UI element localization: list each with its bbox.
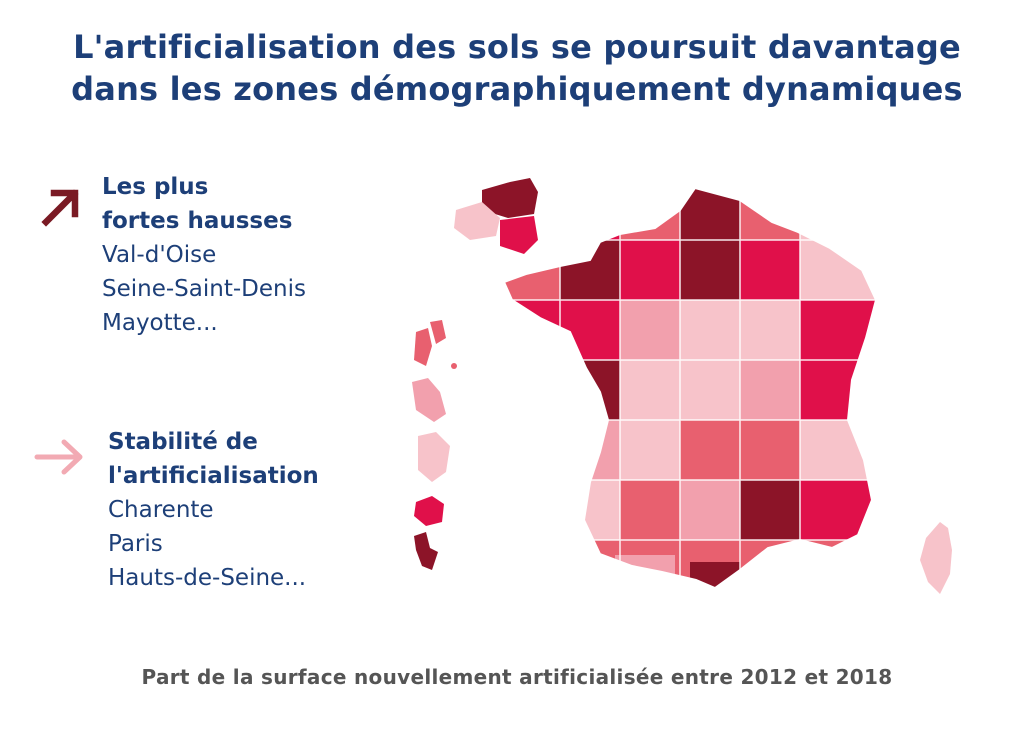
- legend-flat-item: Paris: [108, 531, 163, 557]
- legend-up-item: Seine-Saint-Denis: [102, 276, 306, 302]
- arrow-right-icon: [34, 439, 83, 475]
- legend-up-heading-2: fortes hausses: [102, 208, 293, 234]
- inset-saint-pierre-miquelon: [454, 178, 538, 254]
- arrow-up-right-icon: [41, 189, 79, 227]
- inset-overseas-territories: [412, 320, 457, 570]
- legend-up-item: Mayotte...: [102, 310, 218, 336]
- france-mainland: [504, 188, 876, 588]
- legend-up-heading-1: Les plus: [102, 174, 209, 200]
- choropleth-map: [412, 178, 952, 594]
- inset-corsica: [920, 522, 952, 594]
- legend-flat-item: Hauts-de-Seine...: [108, 565, 307, 591]
- legend-flat-heading-1: Stabilité de: [108, 429, 258, 455]
- title-line-2: dans les zones démographiquement dynamiq…: [71, 70, 963, 108]
- legend-flat-item: Charente: [108, 497, 214, 523]
- title-line-1: L'artificialisation des sols se poursuit…: [73, 28, 961, 66]
- page-title: L'artificialisation des sols se poursuit…: [0, 26, 1034, 110]
- map-caption: Part de la surface nouvellement artifici…: [141, 665, 893, 689]
- legend-flat-heading-2: l'artificialisation: [108, 463, 319, 489]
- legend-up-item: Val-d'Oise: [102, 242, 217, 268]
